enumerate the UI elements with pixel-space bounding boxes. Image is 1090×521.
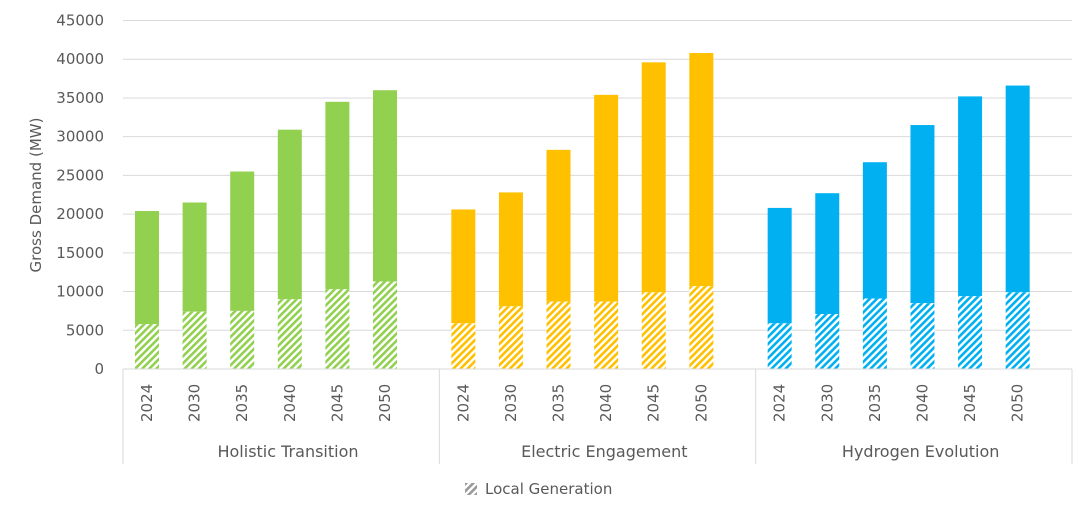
bar-segment-demand — [910, 125, 935, 304]
y-tick-label: 20000 — [56, 205, 104, 223]
x-tick-label: 2030 — [818, 384, 836, 422]
bar-segment-demand — [135, 211, 159, 325]
bar-segment-local-generation — [862, 298, 887, 369]
group-label: Hydrogen Evolution — [842, 442, 1000, 461]
bar-segment-local-generation — [689, 286, 714, 369]
group-label: Electric Engagement — [521, 442, 687, 461]
bar-segment-local-generation — [277, 299, 302, 369]
y-tick-label: 30000 — [56, 128, 104, 146]
legend: Local Generation — [465, 480, 612, 498]
x-tick-label: 2035 — [233, 384, 251, 422]
bar-segment-local-generation — [546, 301, 571, 369]
legend-label-local-generation: Local Generation — [485, 480, 612, 498]
bar-segment-demand — [498, 192, 523, 307]
bar-segment-demand — [546, 149, 571, 302]
bar-segment-local-generation — [498, 306, 523, 369]
bar-segment-demand — [277, 129, 302, 300]
bar-segment-demand — [182, 202, 207, 312]
x-tick-label: 2050 — [376, 384, 394, 422]
x-tick-label: 2040 — [597, 384, 615, 422]
y-tick-label: 25000 — [56, 166, 104, 184]
bar-segment-local-generation — [641, 292, 666, 369]
y-tick-label: 5000 — [66, 321, 104, 339]
y-tick-label: 45000 — [56, 12, 104, 30]
bar-segment-local-generation — [230, 310, 255, 369]
x-tick-label: 2024 — [138, 384, 156, 422]
x-tick-label: 2030 — [186, 384, 204, 422]
x-tick-label: 2024 — [771, 384, 789, 422]
bar-segment-local-generation — [815, 314, 840, 369]
bar-segment-local-generation — [325, 289, 350, 369]
x-tick-label: 2050 — [1009, 384, 1027, 422]
legend-swatch-local-generation — [465, 483, 477, 495]
bar-segment-local-generation — [451, 323, 476, 369]
y-tick-label: 15000 — [56, 244, 104, 262]
bar-segment-demand — [767, 207, 792, 324]
bar-segment-demand — [958, 96, 983, 297]
x-tick-label: 2045 — [328, 384, 346, 422]
bar-segment-demand — [230, 171, 255, 311]
bar-segment-local-generation — [958, 296, 983, 369]
bar-segment-demand — [373, 90, 397, 282]
y-tick-label: 0 — [94, 360, 104, 378]
bar-segment-demand — [594, 94, 619, 302]
y-tick-label: 40000 — [56, 50, 104, 68]
x-tick-label: 2045 — [961, 384, 979, 422]
bar-segment-local-generation — [594, 301, 619, 369]
bar-segment-local-generation — [135, 324, 159, 369]
bar-segment-local-generation — [1005, 292, 1030, 369]
x-tick-label: 2024 — [454, 384, 472, 422]
group-label: Holistic Transition — [217, 442, 358, 461]
y-tick-label: 35000 — [56, 89, 104, 107]
y-axis-label: Gross Demand (MW) — [27, 118, 45, 273]
y-axis-ticks: 0 5000 10000 15000 20000 25000 30000 35000 40000… — [56, 12, 104, 379]
x-tick-label: 2040 — [913, 384, 931, 422]
x-tick-label: 2030 — [502, 384, 520, 422]
x-tick-label: 2035 — [866, 384, 884, 422]
bar-segment-local-generation — [182, 311, 207, 369]
y-tick-label: 10000 — [56, 283, 104, 301]
bar-segment-demand — [862, 162, 887, 299]
x-tick-label: 2045 — [645, 384, 663, 422]
bar-segment-local-generation — [910, 303, 935, 369]
bar-segment-local-generation — [373, 281, 397, 369]
bar-segment-demand — [451, 209, 476, 324]
bar-segment-demand — [815, 193, 840, 315]
bar-segment-demand — [325, 101, 350, 290]
x-axis: Holistic Transition 2024 2030 2035 2040 2045 2… — [122, 368, 1073, 464]
bar-segment-demand — [641, 62, 666, 293]
x-tick-label: 2040 — [281, 384, 299, 422]
x-tick-label: 2050 — [692, 384, 710, 422]
bar-segment-demand — [1005, 85, 1030, 293]
bars — [135, 53, 1030, 369]
bar-segment-local-generation — [767, 323, 792, 369]
x-tick-label: 2035 — [550, 384, 568, 422]
bar-segment-demand — [689, 53, 714, 287]
